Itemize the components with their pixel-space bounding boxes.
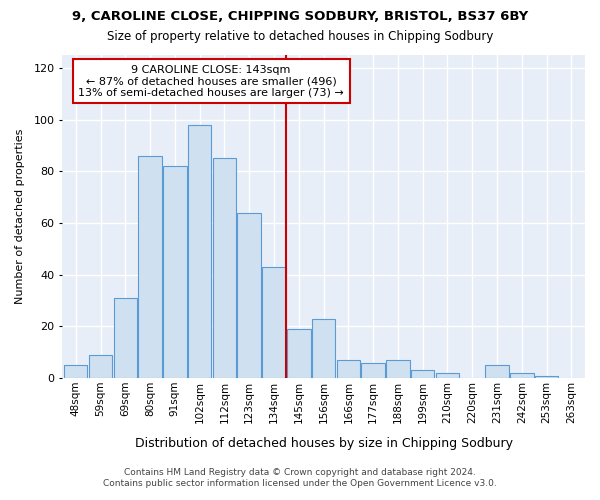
- Bar: [361, 362, 385, 378]
- Bar: [510, 373, 533, 378]
- Text: 9 CAROLINE CLOSE: 143sqm
← 87% of detached houses are smaller (496)
13% of semi-: 9 CAROLINE CLOSE: 143sqm ← 87% of detach…: [78, 64, 344, 98]
- Bar: [113, 298, 137, 378]
- Text: Contains HM Land Registry data © Crown copyright and database right 2024.
Contai: Contains HM Land Registry data © Crown c…: [103, 468, 497, 487]
- Bar: [436, 373, 459, 378]
- Bar: [287, 329, 311, 378]
- Bar: [212, 158, 236, 378]
- Bar: [485, 366, 509, 378]
- Bar: [188, 125, 211, 378]
- Bar: [139, 156, 162, 378]
- Bar: [262, 267, 286, 378]
- Y-axis label: Number of detached properties: Number of detached properties: [15, 129, 25, 304]
- Bar: [535, 376, 559, 378]
- Bar: [238, 212, 261, 378]
- Bar: [312, 318, 335, 378]
- Bar: [89, 355, 112, 378]
- X-axis label: Distribution of detached houses by size in Chipping Sodbury: Distribution of detached houses by size …: [134, 437, 512, 450]
- Bar: [411, 370, 434, 378]
- Bar: [64, 366, 88, 378]
- Text: 9, CAROLINE CLOSE, CHIPPING SODBURY, BRISTOL, BS37 6BY: 9, CAROLINE CLOSE, CHIPPING SODBURY, BRI…: [72, 10, 528, 23]
- Bar: [163, 166, 187, 378]
- Bar: [386, 360, 410, 378]
- Bar: [337, 360, 360, 378]
- Text: Size of property relative to detached houses in Chipping Sodbury: Size of property relative to detached ho…: [107, 30, 493, 43]
